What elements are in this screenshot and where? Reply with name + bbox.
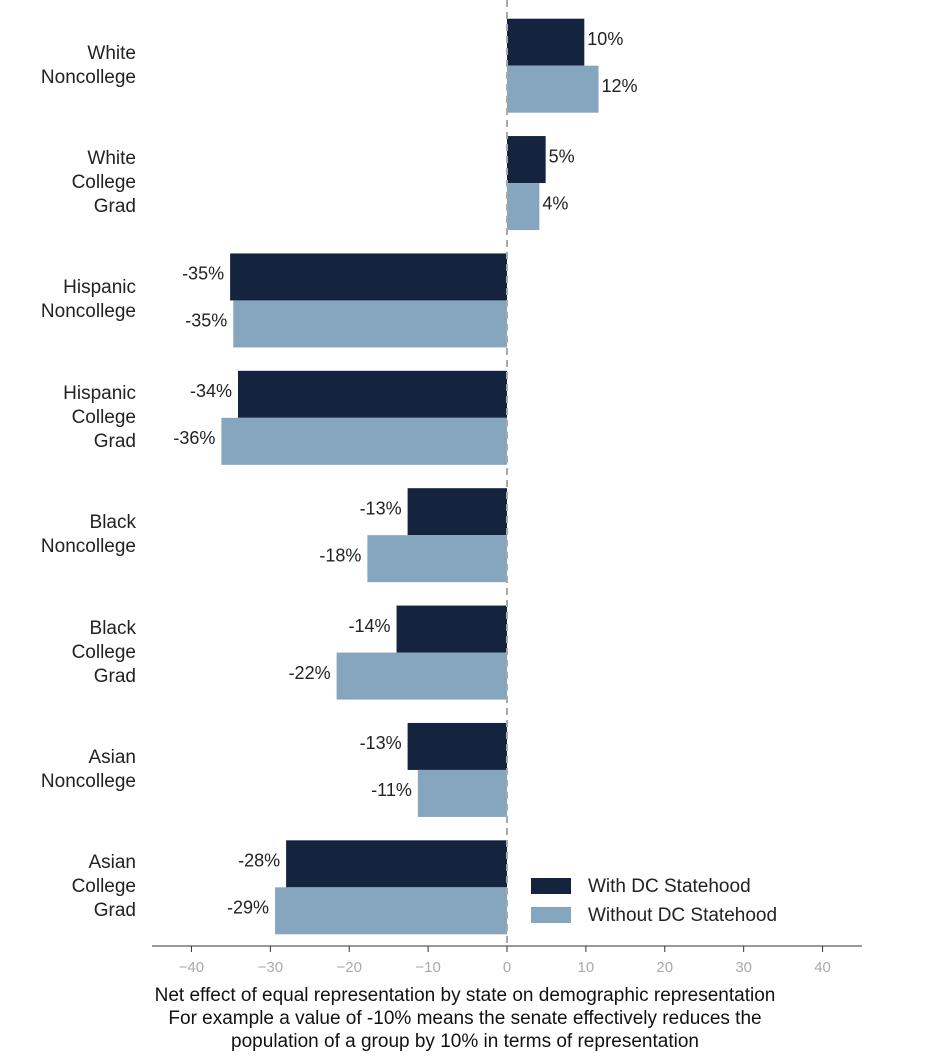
x-tick-label: −10 — [415, 959, 440, 976]
y-tick-label: Hispanic College Grad — [63, 382, 136, 452]
bar — [407, 722, 507, 770]
data-label: -28% — [238, 851, 280, 871]
legend-swatch — [531, 907, 571, 923]
bar — [336, 652, 507, 700]
bar — [233, 300, 507, 348]
bar — [275, 887, 507, 935]
y-tick-label: Hispanic Noncollege — [40, 277, 136, 323]
data-label: -35% — [185, 311, 227, 331]
bar — [367, 535, 507, 583]
x-tick-label: 30 — [735, 959, 752, 976]
bar — [407, 488, 507, 536]
bar — [507, 136, 546, 184]
data-label: -18% — [319, 545, 361, 565]
y-tick-label: Asian Noncollege — [40, 746, 136, 792]
y-tick-label: White College Grad — [71, 148, 136, 218]
data-label: 12% — [602, 76, 638, 96]
bar — [237, 370, 507, 418]
x-tick-label: 10 — [578, 959, 595, 976]
bar — [507, 18, 585, 66]
x-tick-label: 0 — [503, 959, 511, 976]
data-label: -35% — [182, 264, 224, 284]
bar — [507, 65, 599, 113]
data-label: -14% — [349, 616, 391, 636]
data-label: -22% — [289, 663, 331, 683]
x-tick-label: −20 — [336, 959, 361, 976]
data-label: -13% — [360, 498, 402, 518]
bar — [417, 769, 507, 817]
bar — [286, 840, 507, 888]
x-tick-label: −30 — [258, 959, 283, 976]
y-tick-label: Black College Grad — [71, 617, 136, 687]
data-label: 5% — [549, 146, 575, 166]
y-tick-label: White Noncollege — [40, 42, 136, 88]
data-label: -11% — [371, 780, 412, 800]
bar — [507, 183, 540, 231]
x-tick-label: −40 — [179, 959, 204, 976]
data-label: -34% — [190, 381, 232, 401]
x-axis-label: Net effect of equal representation by st… — [154, 985, 776, 1052]
legend-swatch — [531, 878, 571, 894]
bar — [230, 253, 507, 301]
data-label: -29% — [227, 898, 269, 918]
legend-label: Without DC Statehood — [588, 905, 777, 926]
bar — [221, 417, 507, 465]
y-tick-label: Black Noncollege — [40, 512, 136, 558]
data-label: -13% — [360, 733, 402, 753]
x-tick-label: 20 — [656, 959, 673, 976]
data-label: 4% — [542, 193, 568, 213]
data-label: 10% — [587, 29, 623, 49]
legend-label: With DC Statehood — [588, 876, 751, 897]
bar — [396, 605, 507, 653]
data-label: -36% — [173, 428, 215, 448]
y-tick-label: Asian College Grad — [71, 852, 136, 922]
x-tick-label: 40 — [814, 959, 831, 976]
